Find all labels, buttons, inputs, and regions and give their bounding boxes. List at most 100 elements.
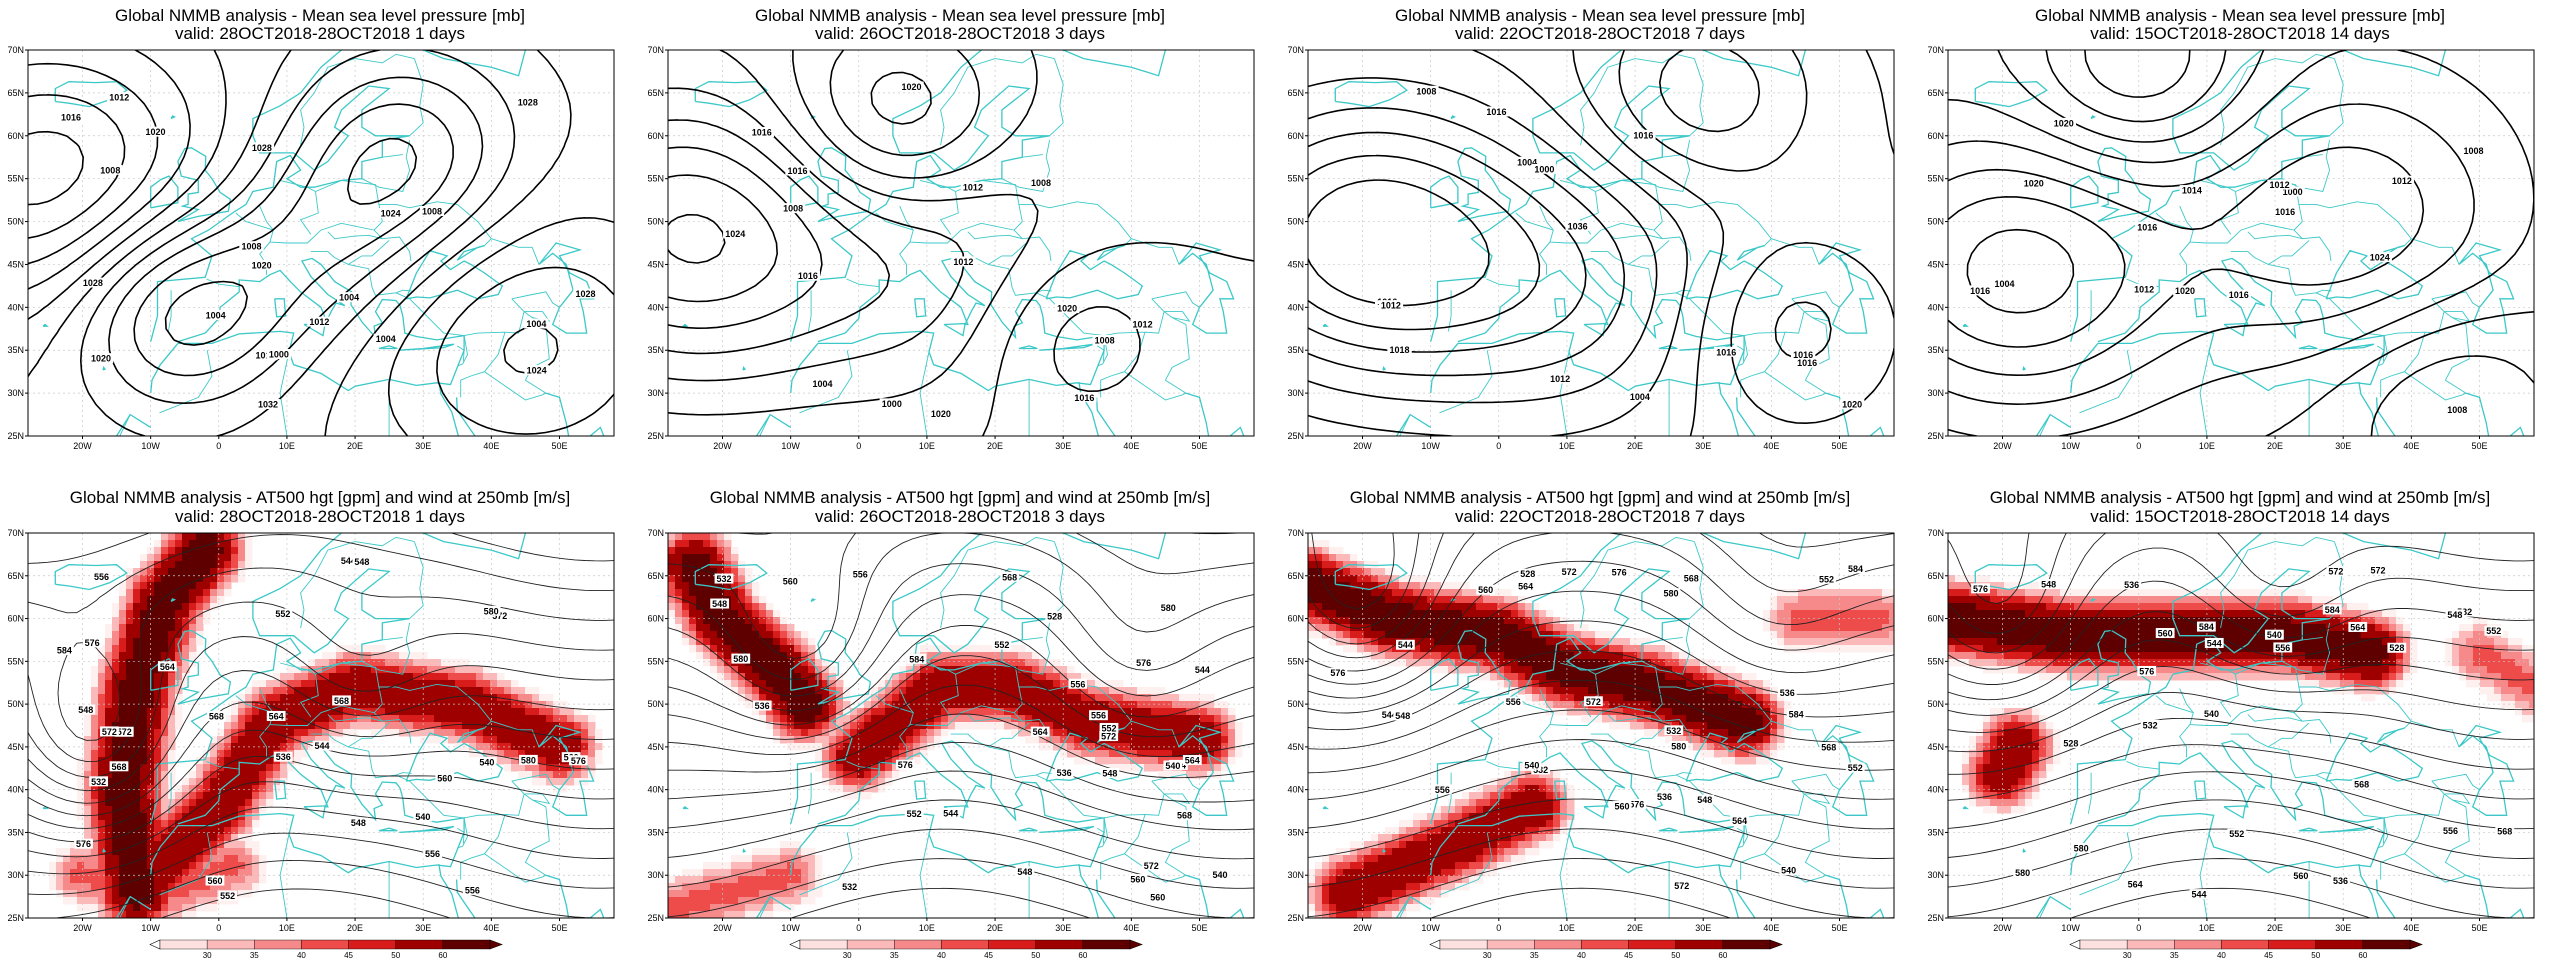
wind-cell	[518, 743, 526, 751]
wind-cell	[1784, 645, 1792, 653]
wind-cell	[1525, 645, 1533, 653]
wind-cell	[1179, 743, 1187, 751]
wind-cell	[203, 603, 211, 611]
wind-cell	[1497, 659, 1505, 667]
country-border	[995, 536, 1055, 547]
wind-cell	[224, 848, 232, 856]
wind-cell	[252, 820, 260, 828]
coastline	[694, 564, 768, 591]
wind-cell	[245, 547, 253, 555]
wind-cell	[175, 883, 183, 891]
wind-cell	[1158, 729, 1166, 737]
wind-cell	[1025, 659, 1033, 667]
wind-cell	[794, 708, 802, 716]
wind-cell	[1532, 624, 1540, 632]
wind-cell	[1392, 610, 1400, 618]
wind-cell	[147, 708, 155, 716]
contour-label: 1016	[2229, 290, 2249, 300]
wind-cell	[927, 701, 935, 709]
lat-tick-label: 40N	[1287, 302, 1304, 312]
wind-cell	[1116, 694, 1124, 702]
wind-cell	[273, 694, 281, 702]
wind-cell	[1476, 666, 1484, 674]
wind-cell	[1511, 624, 1519, 632]
wind-cell	[1819, 624, 1827, 632]
geopotential-contour	[28, 601, 614, 778]
wind-cell	[126, 652, 134, 660]
country-border	[2411, 238, 2460, 265]
contour-label: 584	[57, 646, 72, 656]
wind-cell	[906, 715, 914, 723]
wind-cell	[84, 904, 92, 912]
wind-cell	[553, 764, 561, 772]
colorbar-label: 40	[937, 951, 946, 960]
wind-cell	[350, 722, 358, 730]
wind-cell	[850, 715, 858, 723]
wind-cell	[567, 729, 575, 737]
lon-tick-label: 50E	[1191, 923, 1207, 933]
contour-label-bg	[795, 270, 821, 281]
wind-cell	[752, 603, 760, 611]
wind-cell	[420, 715, 428, 723]
wind-cell	[717, 659, 725, 667]
wind-cell	[948, 659, 956, 667]
map-frame	[27, 532, 615, 919]
wind-cell	[1427, 617, 1435, 625]
wind-cell	[210, 848, 218, 856]
wind-cell	[1130, 701, 1138, 709]
wind-cell	[175, 547, 183, 555]
contour-label: 1008	[2464, 146, 2484, 156]
wind-cell	[892, 708, 900, 716]
wind-cell	[91, 729, 99, 737]
wind-cell	[238, 792, 246, 800]
wind-cell	[1784, 638, 1792, 646]
wind-cell	[1144, 694, 1152, 702]
wind-cell	[1018, 729, 1026, 737]
wind-cell	[448, 687, 456, 695]
wind-cell	[238, 820, 246, 828]
wind-cell	[703, 869, 711, 877]
wind-cell	[822, 743, 830, 751]
wind-cell	[413, 659, 421, 667]
wind-cell	[983, 645, 991, 653]
wind-cell	[801, 687, 809, 695]
wind-cell	[161, 701, 169, 709]
wind-cell	[878, 722, 886, 730]
wind-cell	[759, 610, 767, 618]
wind-cell	[787, 848, 795, 856]
lat-tick-label: 45N	[7, 259, 24, 269]
wind-cell	[1214, 764, 1222, 772]
wind-cell	[1392, 631, 1400, 639]
wind-cell	[161, 736, 169, 744]
wind-cell	[1151, 764, 1159, 772]
wind-cell	[801, 659, 809, 667]
contour-label: 1020	[2175, 286, 2195, 296]
wind-cell	[203, 617, 211, 625]
wind-cell	[710, 575, 718, 583]
contour-label: 540	[1165, 761, 1180, 771]
wind-cell	[710, 890, 718, 898]
wind-cell	[1847, 645, 1855, 653]
wind-cell	[1609, 673, 1617, 681]
wind-cell	[126, 869, 134, 877]
wind-cell	[1742, 694, 1750, 702]
wind-cell	[1728, 694, 1736, 702]
wind-cell	[1868, 617, 1876, 625]
contour-label-bg	[1175, 810, 1194, 821]
wind-cell	[815, 883, 823, 891]
wind-cell	[112, 701, 120, 709]
wind-cell	[168, 813, 176, 821]
wind-cell	[829, 736, 837, 744]
wind-cell	[553, 715, 561, 723]
wind-cell	[315, 666, 323, 674]
wind-cell	[427, 708, 435, 716]
wind-cell	[1742, 673, 1750, 681]
panel-title: Global NMMB analysis - Mean sea level pr…	[114, 6, 526, 25]
wind-cell	[1308, 631, 1316, 639]
wind-cell	[1784, 596, 1792, 604]
wind-cell	[210, 603, 218, 611]
wind-cell	[168, 533, 176, 541]
wind-cell	[997, 687, 1005, 695]
wind-cell	[829, 771, 837, 779]
wind-cell	[990, 722, 998, 730]
